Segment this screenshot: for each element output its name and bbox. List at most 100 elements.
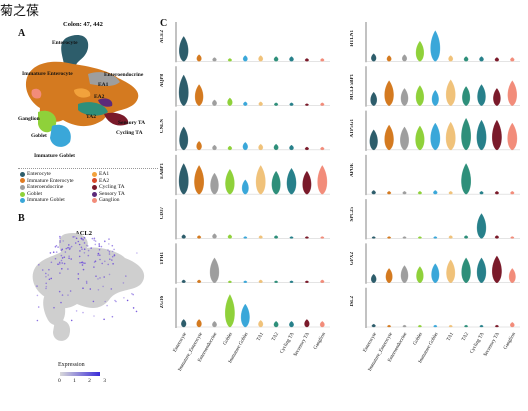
violin-left-ace2-8 [304,58,309,62]
violin-right-htln1-0 [371,53,377,62]
expression-dot [98,245,101,247]
violin-left-cd37-7 [289,236,294,239]
violin-left-zg16-0 [181,319,187,328]
violin-left-zg16-1 [196,319,202,328]
expression-dot [60,259,63,262]
violin-right-apoe-7 [479,191,484,195]
legend-dot-icon [20,171,25,177]
expression-dot [108,251,111,253]
violin-right-atp5g1-3 [415,125,425,151]
violin-left-aqp8-7 [289,102,294,106]
violin-right-spc25-2 [402,236,407,239]
expression-dot [47,274,50,276]
expression-dot [108,273,111,276]
expression-dot [111,255,114,258]
expression-dot [125,275,127,277]
violin-right-gpx2-1 [385,268,393,283]
violin-right-gpx2-0 [371,273,377,283]
violin-left-tph1-2 [209,257,220,283]
expression-dot [136,252,138,254]
violin-left-eabp1-9 [317,165,328,195]
panel-label-c: C [160,18,168,29]
violin-right-isl2-8 [495,324,499,328]
violin-left-cnln-6 [273,143,279,151]
cluster-label-enteroendocrine: Enteroendocrine [104,72,144,78]
legend-divider [18,168,158,169]
violin-right-mclf5bp1-9 [507,80,517,106]
expression-dot [135,310,138,313]
violin-right-htln1-2 [402,54,407,62]
expression-dot [38,264,40,266]
umap-a [25,35,139,147]
violin-right-isl2-2 [402,324,407,328]
scale-tick: 2 [88,378,91,384]
expression-dot [68,244,70,246]
violin-right-gpx2-8 [492,255,502,283]
violin-left-cnln-0 [179,126,189,151]
expression-dot [58,261,61,264]
expression-dot [97,252,100,255]
violin-left-aqp8-0 [178,74,189,106]
expression-dot [72,236,74,238]
expression-dot [82,311,84,314]
expression-dot [107,263,109,266]
violin-left-cnln-3 [227,145,233,151]
expression-dot [78,243,81,246]
scale-tick: 3 [103,378,106,384]
violin-left-cd37-0 [181,234,186,239]
violin-right-isl2-3 [418,324,422,328]
gene-label: HTLN1 [350,30,355,47]
violin-right-gpx2-3 [416,266,424,283]
expression-dot [48,278,51,281]
violin-right-mclf5bp1-0 [370,91,377,106]
gene-label: MCLF5BP1 [350,74,355,101]
x-category-label: Cycling TA [469,332,486,355]
violin-right-mclf5bp1-8 [493,88,501,106]
expression-dot [104,260,106,263]
violin-left-aqp8-8 [305,103,309,106]
x-category-label: Goblet [223,332,235,347]
legend-label: Goblet [27,190,42,197]
expression-dot [83,252,86,254]
violin-right-apoe-9 [510,191,515,195]
violin-left-tph1-3 [228,280,232,283]
expression-dot [49,252,52,254]
legend-item: EA2 [92,178,160,185]
violin-left-aqp8-4 [243,101,248,106]
violin-left-tph1-4 [243,280,248,283]
expression-dot [85,280,88,283]
violin-left-zg16-5 [258,320,264,328]
cluster-label-sensory-ta: Sensory TA [118,120,146,126]
expression-dot [74,236,76,238]
legend-dot-icon [20,191,25,197]
expression-dot [84,262,86,264]
expression-dot [75,310,78,312]
expression-dot [99,254,101,256]
expression-dot [94,243,97,246]
violin-left-ace2-1 [196,54,202,62]
expression-dot [81,248,83,250]
legend-label: Ganglion [99,197,120,204]
violin-right-spc25-3 [418,236,422,239]
legend-dot-icon [92,171,97,177]
violin-left-zg16-7 [289,321,294,328]
violin-left-aqp8-2 [212,99,217,106]
cluster-label-ea2: EA2 [94,94,105,100]
violin-right-atp5g1-0 [369,129,378,151]
expression-dot [80,237,83,240]
expression-dot [45,282,47,285]
x-category-label: Secretory TA [483,332,502,358]
violin-right-isl2-0 [371,323,376,328]
expression-dot [69,247,71,249]
violin-left-eabp1-7 [286,168,297,195]
violin-left-cd37-8 [305,236,309,239]
violin-left-zg16-4 [240,303,250,328]
violin-right-apoe-8 [494,191,499,195]
expression-dot [95,275,97,277]
x-category-label: Enterocyte [362,332,379,354]
expression-dot [103,276,105,278]
expression-dot [93,266,95,268]
expression-dot [87,249,90,252]
violin-left-cnln-4 [242,142,248,151]
x-category-label: Goblet [413,332,425,347]
